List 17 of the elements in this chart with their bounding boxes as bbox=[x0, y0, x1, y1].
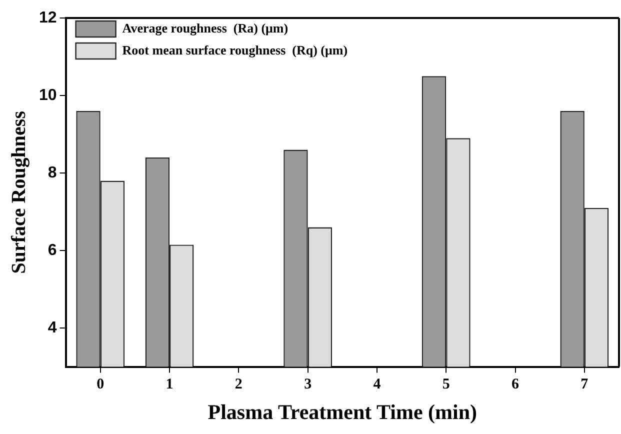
x-tick-label: 4 bbox=[373, 376, 382, 393]
legend-label: Root mean surface roughness (Rq) (μm) bbox=[122, 42, 348, 58]
y-axis-title: Surface Roughness bbox=[8, 110, 30, 274]
x-tick-label: 6 bbox=[512, 376, 520, 393]
x-tick-label: 7 bbox=[580, 376, 589, 393]
y-tick-label: 8 bbox=[48, 164, 57, 182]
x-tick-label: 1 bbox=[166, 376, 174, 393]
x-tick-label: 5 bbox=[442, 376, 450, 393]
y-tick-label: 4 bbox=[48, 319, 57, 336]
x-tick-label: 0 bbox=[96, 376, 104, 393]
legend-label: Average roughness (Ra) (μm) bbox=[122, 20, 288, 36]
x-axis-title: Plasma Treatment Time (min) bbox=[208, 400, 478, 424]
y-tick-label: 10 bbox=[39, 86, 57, 104]
y-tick-label: 6 bbox=[48, 242, 57, 259]
x-tick-label: 3 bbox=[304, 376, 312, 393]
y-tick-label: 12 bbox=[39, 9, 57, 26]
x-tick-label: 2 bbox=[234, 376, 242, 393]
